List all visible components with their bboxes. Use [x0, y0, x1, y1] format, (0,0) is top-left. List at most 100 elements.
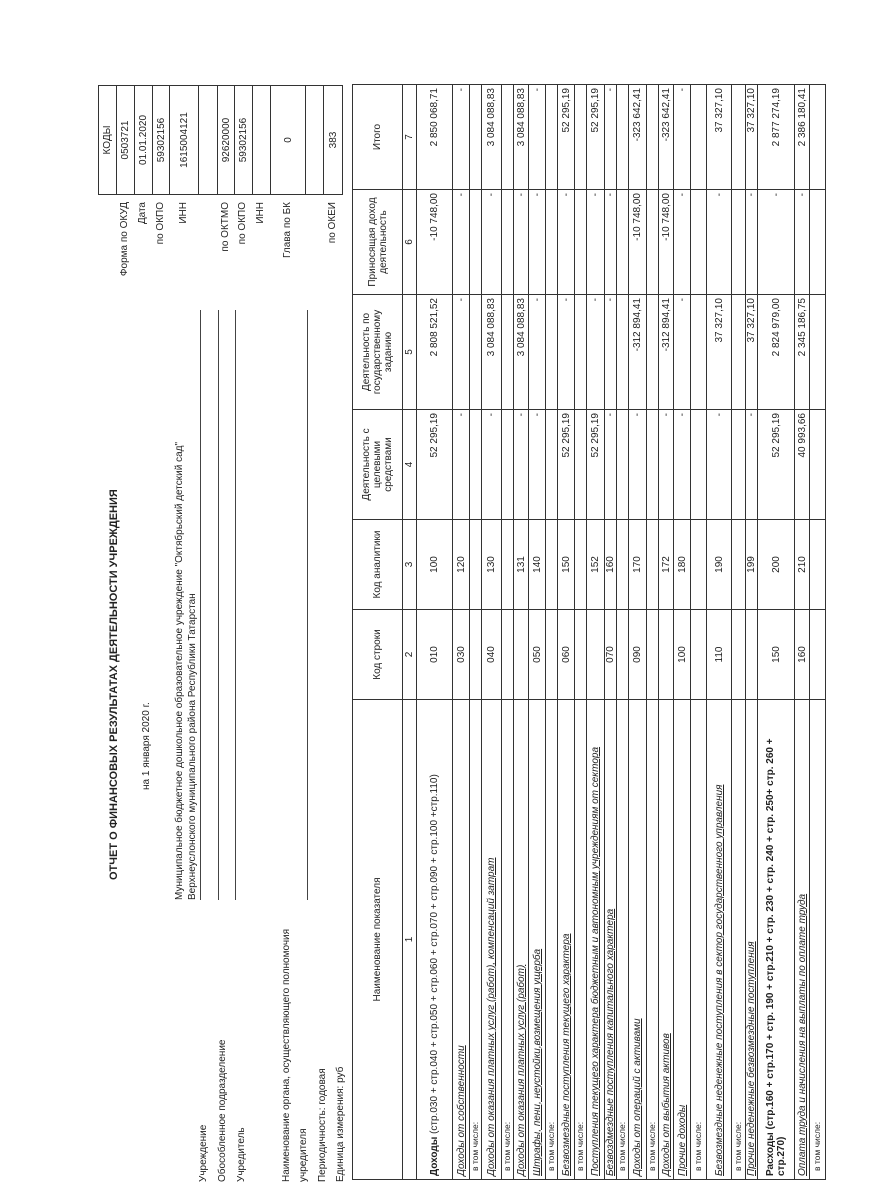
value-c6 [574, 189, 587, 295]
table-row: в том числе: [616, 84, 629, 1180]
table-row: Безвозмездные неденежные поступления в с… [706, 84, 732, 1180]
row-code [616, 609, 629, 700]
table-row: Доходы от собственности 030 120- - - - [452, 84, 470, 1180]
analytic-code [469, 519, 482, 610]
analytic-code [690, 519, 707, 610]
value-c4 [501, 409, 514, 520]
row-name-bold: Расходы (стр.160 + стр.170 + стр. 190 + … [765, 738, 787, 1176]
value-c4 [731, 409, 746, 520]
value-c5 [646, 294, 659, 410]
row-name-text: в том числе: [470, 1121, 480, 1171]
codes-row: 92620000 [217, 85, 235, 195]
row-name: Доходы от собственности [452, 699, 470, 1180]
value-c5 [545, 294, 558, 410]
row-code [745, 609, 758, 700]
institution-name-line1: Муниципальное бюджетное дошкольное образ… [174, 441, 185, 900]
value-c7: - [452, 84, 470, 190]
value-c6: - [745, 189, 758, 295]
codes-row: 0503721 [116, 85, 135, 195]
authority-label-1: Наименование органа, осуществляющего пол… [281, 928, 292, 1182]
code-label: Форма по ОКУД [119, 202, 130, 277]
row-name-bold: Доходы [429, 1136, 440, 1176]
value-c7: 37 327,10 [745, 84, 758, 190]
table-row: Прочие неденежные безвозмездные поступле… [745, 84, 758, 1180]
code-label: Дата [137, 202, 148, 225]
table-row: Безвозмездные поступления текущего харак… [557, 84, 575, 1180]
row-name: в том числе: [731, 699, 746, 1180]
authority-underline [307, 310, 308, 900]
table-row: в том числе: [469, 84, 482, 1180]
value-c7: - [673, 84, 691, 190]
value-c5: 37 327,10 [745, 294, 758, 410]
value-c4: - [528, 409, 546, 520]
analytic-code: 172 [658, 519, 674, 610]
table-row: Поступления текущего характера бюджетным… [586, 84, 605, 1180]
value-c4: 52 295,19 [416, 409, 453, 520]
value-c5 [731, 294, 746, 410]
row-code: 010 [416, 609, 453, 700]
value-c7 [646, 84, 659, 190]
codes-row: 383 [323, 85, 343, 195]
table-row: в том числе: [545, 84, 558, 1180]
code-label: ИНН [177, 202, 189, 224]
value-c7 [616, 84, 629, 190]
column-header: Код строки [352, 609, 403, 700]
row-code [469, 609, 482, 700]
value-c7 [690, 84, 707, 190]
value-c7 [469, 84, 482, 190]
value-c5 [501, 294, 514, 410]
table-row: в том числе: [690, 84, 707, 1180]
report-title: ОТЧЕТ О ФИНАНСОВЫХ РЕЗУЛЬТАТАХ ДЕЯТЕЛЬНО… [108, 489, 120, 880]
row-name-text: Прочие неденежные безвозмездные поступле… [746, 941, 757, 1176]
value-c6: -10 748,00 [416, 189, 453, 295]
value-c7: - [604, 84, 617, 190]
value-c5 [574, 294, 587, 410]
code-value: 0503721 [116, 85, 135, 195]
row-code [545, 609, 558, 700]
value-c5 [690, 294, 707, 410]
value-c6 [809, 189, 826, 295]
row-code: 090 [628, 609, 647, 700]
row-name: Доходы от операций с активами [628, 699, 647, 1180]
value-c6: - [586, 189, 605, 295]
code-value: 59302156 [152, 85, 170, 195]
value-c5: -312 894,41 [628, 294, 647, 410]
code-label: по ОКПО [237, 202, 248, 245]
analytic-code: 120 [452, 519, 470, 610]
row-name-text: в том числе: [502, 1121, 512, 1171]
subdivision-underline [218, 310, 219, 900]
row-name: Доходы (стр.030 + стр.040 + стр.050 + ст… [416, 699, 453, 1180]
value-c5: 2 824 979,00 [757, 294, 795, 410]
row-code [501, 609, 514, 700]
analytic-code: 210 [794, 519, 810, 610]
analytic-code: 199 [745, 519, 758, 610]
periodicity-label: Периодичность: годовая [317, 1068, 328, 1182]
value-c5: - [586, 294, 605, 410]
codes-row: 59302156 [152, 85, 170, 195]
value-c4: - [745, 409, 758, 520]
row-name: в том числе: [501, 699, 514, 1180]
row-name-text: Безвоздмездные поступления капитального … [605, 908, 616, 1176]
value-c5 [616, 294, 629, 410]
row-name-text: Доходы от собственности [455, 1045, 467, 1176]
row-code: 070 [604, 609, 617, 700]
value-c4: - [706, 409, 732, 520]
table-row: Доходы от операций с активами 090 170- -312… [628, 84, 647, 1180]
value-c5: 37 327,10 [706, 294, 732, 410]
row-name-text: Поступления текущего характера бюджетным… [590, 746, 601, 1176]
codes-row: 01.01.2020 [134, 85, 153, 195]
analytic-code [501, 519, 514, 610]
table-row: в том числе: [574, 84, 587, 1180]
code-label: по ОКТМО [219, 202, 231, 252]
row-code: 100 [673, 609, 691, 700]
code-value [305, 85, 324, 195]
row-name: в том числе: [809, 699, 826, 1180]
institution-name-line2: Верхнеуслонского муниципального района Р… [187, 593, 198, 900]
value-c6 [616, 189, 629, 295]
value-c5 [469, 294, 482, 410]
value-c7: 52 295,19 [557, 84, 575, 190]
table-row: Доходы от оказания платных услуг (работ)… [481, 84, 502, 1180]
code-value: 1615004121 [169, 85, 199, 195]
codes-row: 1615004121 [169, 85, 199, 195]
table-row: Расходы (стр.160 + стр.170 + стр. 190 + … [757, 84, 795, 1180]
